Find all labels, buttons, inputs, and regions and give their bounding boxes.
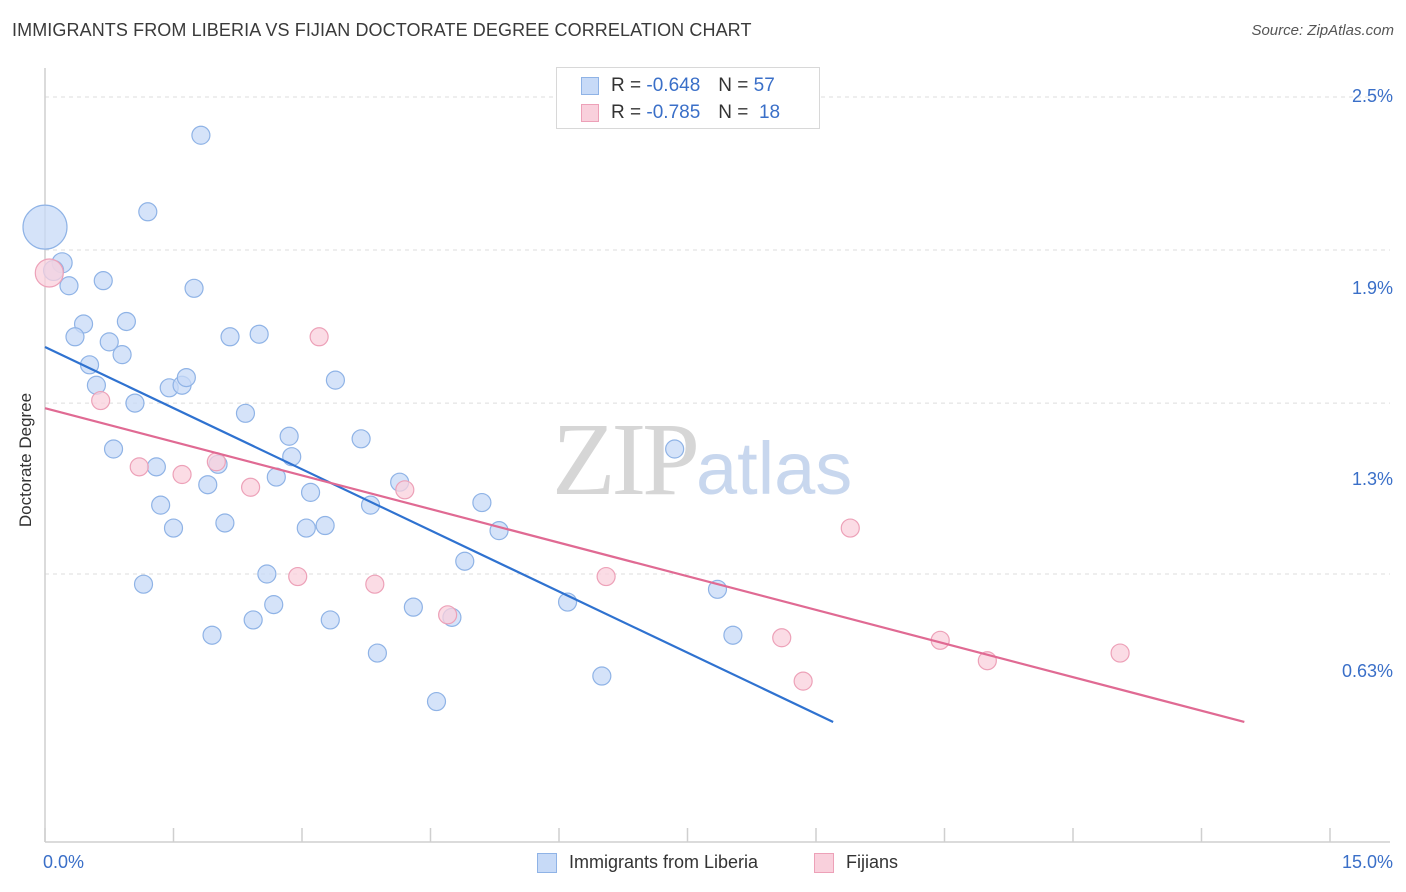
data-point-liberia bbox=[282, 447, 302, 467]
data-point-liberia bbox=[325, 370, 346, 390]
watermark-atlas: atlas bbox=[696, 427, 853, 510]
legend-r-value: -0.785 bbox=[646, 102, 701, 123]
data-point-fijians bbox=[288, 566, 308, 587]
chart-source: Source: ZipAtlas.com bbox=[1251, 22, 1394, 39]
series-legend: Immigrants from Liberia Fijians bbox=[0, 852, 1406, 878]
data-point-liberia bbox=[65, 327, 85, 347]
chart-title: IMMIGRANTS FROM LIBERIA VS FIJIAN DOCTOR… bbox=[12, 20, 752, 40]
data-point-liberia bbox=[592, 666, 612, 686]
legend-n-label: N = bbox=[718, 102, 749, 123]
data-point-liberia bbox=[455, 551, 475, 571]
legend-label: Fijians bbox=[846, 852, 899, 872]
legend-label: Immigrants from Liberia bbox=[569, 852, 759, 872]
data-point-liberia bbox=[472, 492, 492, 513]
y-tick-label: 1.9% bbox=[1351, 278, 1393, 298]
data-point-liberia bbox=[279, 426, 299, 446]
data-point-liberia bbox=[426, 691, 447, 712]
legend-r-value: -0.648 bbox=[646, 75, 701, 96]
watermark-zip: ZIP bbox=[552, 402, 700, 517]
data-point-liberia bbox=[99, 332, 119, 352]
legend-swatch-blue bbox=[537, 852, 557, 873]
data-point-liberia bbox=[138, 202, 158, 222]
data-point-liberia bbox=[151, 495, 171, 515]
legend-row-liberia: R = -0.648 N = 57 bbox=[581, 73, 775, 99]
data-point-liberia bbox=[191, 125, 211, 145]
trend-line-liberia bbox=[44, 345, 834, 723]
data-point-fijians bbox=[309, 327, 329, 347]
data-point-liberia bbox=[176, 367, 196, 388]
data-point-fijians bbox=[596, 566, 616, 587]
data-point-fijians bbox=[172, 464, 192, 485]
data-point-liberia bbox=[403, 597, 423, 617]
legend-swatch-blue bbox=[581, 77, 599, 95]
data-point-liberia bbox=[249, 324, 269, 344]
legend-row-fijians: R = -0.785 N = 18 bbox=[581, 100, 780, 126]
data-point-liberia bbox=[243, 610, 263, 630]
data-point-liberia bbox=[146, 457, 166, 477]
legend-item-fijians[interactable]: Fijians bbox=[814, 852, 898, 873]
data-point-liberia bbox=[257, 564, 277, 584]
data-point-liberia bbox=[235, 403, 256, 423]
data-point-fijians bbox=[365, 574, 385, 594]
data-point-liberia bbox=[163, 518, 184, 538]
data-point-fijians bbox=[395, 480, 415, 500]
data-point-liberia bbox=[215, 513, 235, 533]
y-tick-label: 2.5% bbox=[1351, 86, 1393, 106]
data-point-fijians bbox=[840, 518, 860, 538]
x-tick-min: 0.0% bbox=[43, 852, 85, 872]
data-point-liberia bbox=[665, 439, 685, 459]
data-point-fijians bbox=[91, 390, 111, 411]
data-point-liberia bbox=[315, 515, 335, 536]
legend-n-label: N = bbox=[718, 75, 749, 96]
correlation-legend: R = -0.648 N = 57 R = -0.785 N = 18 bbox=[556, 67, 820, 129]
legend-swatch-pink bbox=[581, 104, 599, 122]
legend-swatch-pink bbox=[814, 852, 834, 873]
legend-r-label: R = bbox=[611, 102, 642, 123]
data-point-liberia bbox=[103, 439, 124, 459]
data-point-liberia bbox=[264, 595, 284, 615]
x-tick-max: 15.0% bbox=[1341, 852, 1393, 872]
data-point-liberia bbox=[93, 271, 113, 291]
data-point-fijians bbox=[241, 477, 261, 497]
data-point-liberia bbox=[198, 475, 218, 495]
data-point-liberia bbox=[125, 393, 145, 413]
data-point-liberia bbox=[723, 625, 743, 645]
data-point-liberia bbox=[300, 482, 321, 502]
watermark: ZIPatlas bbox=[552, 400, 852, 519]
data-point-fijians bbox=[793, 671, 813, 691]
data-point-liberia bbox=[296, 518, 316, 538]
data-point-liberia bbox=[112, 345, 132, 365]
data-point-liberia bbox=[367, 643, 387, 663]
legend-n-value: 18 bbox=[758, 102, 781, 123]
data-point-liberia bbox=[59, 276, 79, 296]
data-point-fijians bbox=[438, 605, 458, 625]
data-point-liberia bbox=[351, 429, 371, 449]
data-point-liberia bbox=[220, 327, 240, 347]
legend-item-liberia[interactable]: Immigrants from Liberia bbox=[537, 852, 758, 873]
data-point-liberia bbox=[184, 278, 204, 298]
data-point-liberia bbox=[320, 610, 340, 630]
data-point-liberia bbox=[22, 204, 68, 250]
data-point-fijians bbox=[129, 457, 149, 477]
data-point-liberia bbox=[116, 311, 136, 332]
data-point-fijians bbox=[1110, 643, 1130, 663]
trend-line-fijians bbox=[44, 407, 1245, 724]
data-point-liberia bbox=[133, 574, 154, 594]
y-tick-label: 1.3% bbox=[1351, 469, 1393, 489]
y-tick-label: 0.63% bbox=[1341, 661, 1393, 681]
y-axis-label: Doctorate Degree bbox=[16, 392, 35, 528]
data-point-fijians bbox=[34, 258, 64, 288]
data-point-liberia bbox=[202, 625, 222, 645]
legend-n-value: 57 bbox=[753, 75, 775, 96]
legend-r-label: R = bbox=[611, 75, 642, 96]
data-point-fijians bbox=[772, 628, 792, 648]
